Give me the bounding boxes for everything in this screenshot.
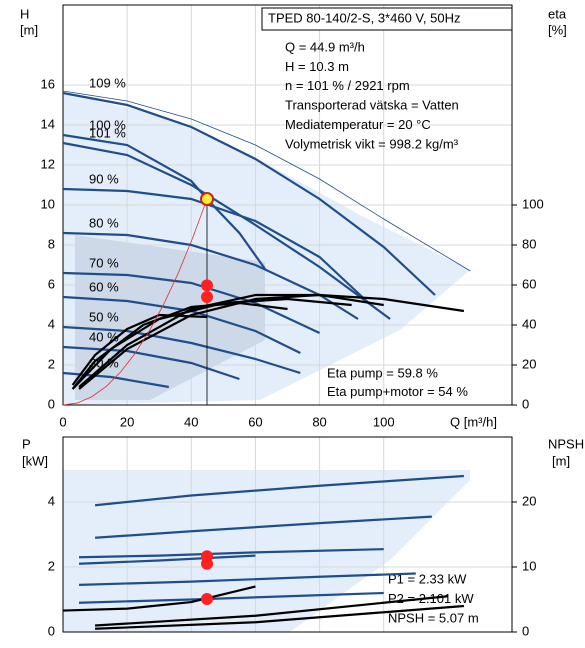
speed-label: 60 % — [89, 279, 119, 294]
curve — [79, 572, 416, 586]
curve — [78, 554, 256, 565]
y-tick-label: 2 — [48, 558, 55, 573]
y-tick-label: 10 — [41, 196, 55, 211]
y-tick-label: 0 — [48, 396, 55, 411]
axis-label: H — [20, 6, 29, 21]
duty-point — [201, 291, 214, 303]
curve — [71, 297, 352, 390]
axis-label: [kW] — [22, 453, 48, 468]
y-tick-label: 6 — [48, 276, 55, 291]
x-tick-label: 0 — [59, 414, 66, 429]
y-tick-label: 8 — [48, 236, 55, 251]
curve — [62, 585, 256, 612]
speed-label: 101 % — [89, 125, 126, 140]
speed-label: 50 % — [89, 309, 119, 324]
axis-label: P — [22, 436, 31, 451]
y2-tick-label: 20 — [522, 493, 536, 508]
head-chart: 0 20 40 60 80 100 0 2 4 6 8 10 12 14 16 0 20 40 60 80 100 H[m… — [20, 4, 567, 429]
duty-point — [200, 192, 215, 206]
y-tick-label: 4 — [48, 316, 55, 331]
info-line: H = 10.3 m — [285, 59, 349, 74]
plot-frame — [62, 4, 513, 406]
curve — [62, 91, 436, 296]
curve — [78, 293, 465, 390]
result-line: Eta pump+motor = 54 % — [327, 384, 468, 399]
axis-label: [%] — [548, 22, 567, 37]
result-line: Eta pump = 59.8 % — [327, 365, 438, 380]
curve — [95, 604, 464, 630]
curve — [62, 325, 301, 375]
y2-tick-label: 60 — [522, 276, 536, 291]
y2-tick-label: 0 — [522, 623, 529, 638]
info-line: Transporterad vätska = Vatten — [285, 98, 459, 113]
speed-label: 40 % — [89, 329, 119, 344]
y-tick-label: 16 — [41, 76, 55, 91]
info-line: Mediatemperatur = 20 °C — [285, 117, 431, 132]
plot-frame — [62, 436, 513, 633]
y-tick-label: 0 — [48, 623, 55, 638]
curve — [62, 345, 240, 381]
y2-tick-label: 100 — [522, 196, 544, 211]
x-tick-label: 40 — [184, 414, 198, 429]
curve — [62, 90, 471, 272]
speed-label: 90 % — [89, 171, 119, 186]
y-tick-label: 12 — [41, 156, 55, 171]
x-tick-label: 80 — [312, 414, 326, 429]
y2-tick-label: 0 — [522, 396, 529, 411]
curve — [94, 515, 432, 539]
curve — [62, 231, 359, 320]
curve — [62, 371, 170, 389]
curve — [95, 595, 448, 627]
x-tick-label: 20 — [120, 414, 134, 429]
x-axis-label: Q [m³/h] — [450, 414, 497, 429]
duty-point — [201, 279, 214, 292]
result-line: NPSH = 5.07 m — [388, 610, 479, 625]
speed-label: 109 % — [89, 75, 126, 90]
y2-tick-label: 20 — [522, 356, 536, 371]
duty-point — [201, 557, 214, 570]
curve — [62, 187, 372, 306]
x-tick-label: 100 — [373, 414, 395, 429]
y-tick-label: 4 — [48, 493, 55, 508]
curve — [62, 271, 321, 334]
title-box — [261, 7, 513, 31]
system-curve — [62, 198, 208, 406]
curve — [94, 474, 464, 507]
axis-label: NPSH — [548, 436, 584, 451]
info-line: Q = 44.9 m³/h — [285, 39, 365, 54]
curve — [71, 313, 208, 386]
y2-tick-label: 10 — [522, 558, 536, 573]
speed-label: 80 % — [89, 215, 119, 230]
axis-label: [m] — [552, 453, 570, 468]
curve — [62, 141, 391, 320]
curve — [79, 591, 384, 604]
axis-label: eta — [548, 6, 567, 21]
axis-label: [m] — [20, 22, 38, 37]
range-area-inner — [75, 235, 265, 400]
y-tick-label: 14 — [41, 116, 55, 131]
speed-label: 100 % — [89, 117, 126, 132]
chart-title: TPED 80-140/2-S, 3*460 V, 50Hz — [268, 10, 460, 25]
x-tick-label: 60 — [248, 414, 262, 429]
speed-label: 70 % — [89, 255, 119, 270]
y2-tick-label: 80 — [522, 236, 536, 251]
info-line: n = 101 % / 2921 rpm — [285, 78, 410, 93]
info-line: Volymetrisk vikt = 998.2 kg/m³ — [285, 136, 459, 151]
y-tick-label: 2 — [48, 356, 55, 371]
duty-point — [201, 593, 214, 606]
result-line: P1 = 2.33 kW — [388, 571, 467, 586]
y2-tick-label: 40 — [522, 316, 536, 331]
